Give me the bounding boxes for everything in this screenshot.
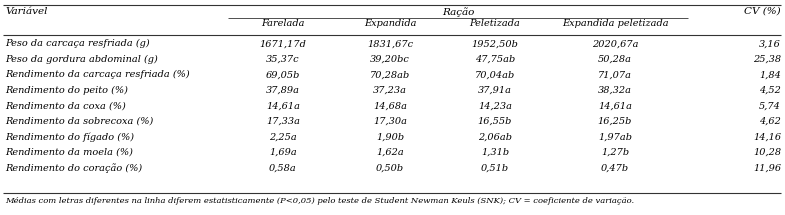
Text: 70,28ab: 70,28ab bbox=[370, 70, 410, 79]
Text: 4,62: 4,62 bbox=[759, 117, 781, 126]
Text: Peso da carcaça resfriada (g): Peso da carcaça resfriada (g) bbox=[5, 39, 150, 48]
Text: 37,89a: 37,89a bbox=[266, 86, 300, 95]
Text: 1,84: 1,84 bbox=[759, 70, 781, 79]
Text: 1,27b: 1,27b bbox=[601, 148, 629, 157]
Text: 70,04ab: 70,04ab bbox=[475, 70, 515, 79]
Text: 0,51b: 0,51b bbox=[481, 163, 509, 172]
Text: 35,37c: 35,37c bbox=[266, 55, 300, 64]
Text: 25,38: 25,38 bbox=[753, 55, 781, 64]
Text: Expandida peletizada: Expandida peletizada bbox=[562, 19, 668, 28]
Text: Rendimento da moela (%): Rendimento da moela (%) bbox=[5, 148, 133, 157]
Text: 16,25b: 16,25b bbox=[598, 117, 632, 126]
Text: 50,28a: 50,28a bbox=[598, 55, 632, 64]
Text: 69,05b: 69,05b bbox=[266, 70, 300, 79]
Text: 1671,17d: 1671,17d bbox=[260, 39, 306, 48]
Text: 37,23a: 37,23a bbox=[373, 86, 407, 95]
Text: 1,97ab: 1,97ab bbox=[598, 132, 632, 141]
Text: Expandida: Expandida bbox=[363, 19, 416, 28]
Text: 17,30a: 17,30a bbox=[373, 117, 407, 126]
Text: Rendimento da sobrecoxa (%): Rendimento da sobrecoxa (%) bbox=[5, 117, 153, 126]
Text: Farelada: Farelada bbox=[261, 19, 305, 28]
Text: 1,69a: 1,69a bbox=[269, 148, 297, 157]
Text: 10,28: 10,28 bbox=[753, 148, 781, 157]
Text: 14,16: 14,16 bbox=[753, 132, 781, 141]
Text: 38,32a: 38,32a bbox=[598, 86, 632, 95]
Text: 11,96: 11,96 bbox=[753, 163, 781, 172]
Text: Rendimento do coração (%): Rendimento do coração (%) bbox=[5, 163, 142, 173]
Text: 71,07a: 71,07a bbox=[598, 70, 632, 79]
Text: 2,06ab: 2,06ab bbox=[478, 132, 512, 141]
Text: Médias com letras diferentes na linha diferem estatisticamente (P<0,05) pelo tes: Médias com letras diferentes na linha di… bbox=[5, 197, 634, 205]
Text: 1831,67c: 1831,67c bbox=[367, 39, 413, 48]
Text: 17,33a: 17,33a bbox=[266, 117, 300, 126]
Text: 3,16: 3,16 bbox=[759, 39, 781, 48]
Text: 1,31b: 1,31b bbox=[481, 148, 509, 157]
Text: 1,90b: 1,90b bbox=[376, 132, 404, 141]
Text: 37,91a: 37,91a bbox=[478, 86, 512, 95]
Text: 2,25a: 2,25a bbox=[269, 132, 297, 141]
Text: 1952,50b: 1952,50b bbox=[472, 39, 518, 48]
Text: 0,50b: 0,50b bbox=[376, 163, 404, 172]
Text: 14,68a: 14,68a bbox=[373, 101, 407, 110]
Text: 14,61a: 14,61a bbox=[598, 101, 632, 110]
Text: 14,61a: 14,61a bbox=[266, 101, 300, 110]
Text: Rendimento do fígado (%): Rendimento do fígado (%) bbox=[5, 132, 134, 141]
Text: 47,75ab: 47,75ab bbox=[475, 55, 515, 64]
Text: 1,62a: 1,62a bbox=[376, 148, 403, 157]
Text: Rendimento do peito (%): Rendimento do peito (%) bbox=[5, 86, 128, 95]
Text: Variável: Variável bbox=[5, 7, 48, 16]
Text: Ração: Ração bbox=[442, 7, 474, 17]
Text: 2020,67a: 2020,67a bbox=[592, 39, 638, 48]
Text: Peletizada: Peletizada bbox=[469, 19, 520, 28]
Text: 0,58a: 0,58a bbox=[269, 163, 297, 172]
Text: Peso da gordura abdominal (g): Peso da gordura abdominal (g) bbox=[5, 55, 158, 64]
Text: Rendimento da carcaça resfriada (%): Rendimento da carcaça resfriada (%) bbox=[5, 70, 190, 79]
Text: 4,52: 4,52 bbox=[759, 86, 781, 95]
Text: 14,23a: 14,23a bbox=[478, 101, 512, 110]
Text: Rendimento da coxa (%): Rendimento da coxa (%) bbox=[5, 101, 126, 110]
Text: 5,74: 5,74 bbox=[759, 101, 781, 110]
Text: 16,55b: 16,55b bbox=[478, 117, 512, 126]
Text: 0,47b: 0,47b bbox=[601, 163, 629, 172]
Text: 39,20bc: 39,20bc bbox=[370, 55, 410, 64]
Text: CV (%): CV (%) bbox=[744, 7, 781, 16]
